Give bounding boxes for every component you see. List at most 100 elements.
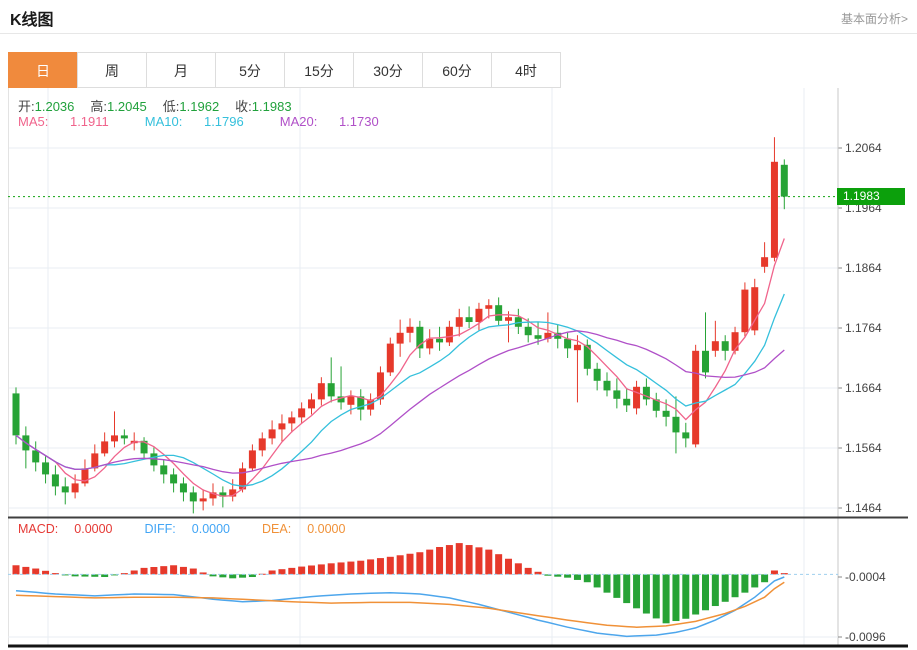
tab-月[interactable]: 月 — [146, 52, 216, 88]
ohlc-readout: 开:1.2036 高:1.2045 低:1.1962 收:1.1983 — [18, 96, 308, 115]
macd-hist-bar — [317, 564, 325, 575]
macd-hist-bar — [485, 549, 493, 575]
macd-hist-bar — [189, 568, 197, 575]
candle-body — [455, 317, 463, 327]
candle-body — [219, 492, 227, 497]
candle-body — [337, 396, 345, 403]
candle-body — [347, 396, 355, 405]
candle-body — [662, 410, 670, 417]
macd-hist-bar — [160, 566, 168, 575]
macd-hist-bar — [32, 568, 40, 575]
candle-body — [160, 465, 168, 475]
open-value: 1.2036 — [34, 99, 75, 114]
tab-4时[interactable]: 4时 — [491, 52, 561, 88]
high-value: 1.2045 — [107, 99, 147, 114]
diff-line — [15, 576, 785, 638]
candle-body — [367, 399, 375, 410]
macd-hist-bar — [308, 565, 315, 575]
close-label: 收: — [235, 99, 252, 114]
macd-hist-bar — [573, 574, 581, 580]
macd-hist-bar — [288, 567, 296, 575]
diff-value: DIFF: 0.0000 — [144, 522, 230, 536]
candle-body — [652, 399, 660, 411]
tab-30分[interactable]: 30分 — [353, 52, 423, 88]
macd-hist-bar — [603, 574, 611, 593]
candle-body — [485, 305, 493, 309]
page-title: K线图 — [10, 12, 54, 29]
y-axis-label: 1.1664 — [845, 381, 882, 395]
y-axis-label: 1.1464 — [845, 501, 882, 515]
macd-hist-bar — [564, 574, 572, 578]
macd-hist-bar — [593, 574, 601, 588]
candle-body — [111, 435, 118, 442]
macd-hist-bar — [120, 573, 128, 575]
macd-hist-bar — [692, 574, 700, 615]
macd-hist-bar — [583, 574, 591, 583]
macd-hist-bar — [475, 547, 483, 575]
candle-body — [81, 468, 89, 484]
header-divider — [0, 33, 917, 34]
macd-hist-bar — [495, 554, 503, 575]
macd-hist-bar — [780, 573, 788, 575]
macd-axis-label: -0.0004 — [845, 570, 886, 584]
candle-body — [179, 483, 187, 493]
macd-hist-bar — [219, 574, 227, 578]
tab-日[interactable]: 日 — [8, 52, 78, 88]
tab-周[interactable]: 周 — [77, 52, 147, 88]
low-label: 低: — [162, 99, 180, 114]
tab-5分[interactable]: 5分 — [215, 52, 285, 88]
candle-body — [278, 423, 286, 430]
candle-body — [780, 164, 788, 197]
candle-body — [426, 338, 434, 349]
candle-body — [239, 468, 247, 490]
candle-body — [702, 350, 709, 373]
macd-hist-bar — [327, 563, 335, 575]
macd-hist-bar — [426, 549, 434, 575]
macd-hist-bar — [12, 565, 20, 575]
macd-hist-bar — [42, 570, 50, 575]
candle-body — [475, 308, 483, 322]
ma10-value: MA10: 1.1796 — [144, 114, 244, 129]
candle-body — [298, 408, 306, 418]
candle-body — [101, 441, 109, 454]
macd-hist-bar — [436, 547, 444, 575]
candle-body — [396, 332, 404, 344]
current-price-tag: 1.1983 — [837, 188, 905, 205]
candle-body — [721, 341, 729, 351]
fundamental-analysis-link[interactable]: 基本面分析> — [840, 12, 908, 26]
candle-body — [120, 435, 128, 439]
tab-15分[interactable]: 15分 — [284, 52, 354, 88]
macd-hist-bar — [51, 573, 59, 575]
macd-hist-bar — [642, 574, 650, 614]
low-value: 1.1962 — [179, 99, 220, 114]
macd-hist-bar — [396, 555, 404, 575]
macd-hist-bar — [347, 561, 355, 575]
macd-hist-bar — [633, 574, 641, 609]
candle-body — [445, 326, 453, 343]
candle-body — [672, 416, 680, 433]
candle-body — [692, 350, 700, 445]
candle-body — [436, 338, 444, 343]
y-axis-label: 1.1564 — [845, 441, 882, 455]
ma5-value: MA5: 1.1911 — [18, 114, 109, 129]
tab-60分[interactable]: 60分 — [422, 52, 492, 88]
candle-body — [317, 383, 325, 400]
macd-hist-bar — [337, 562, 345, 575]
macd-hist-bar — [268, 570, 276, 575]
candle-body — [682, 432, 690, 439]
candle-body — [642, 386, 650, 400]
macd-hist-bar — [505, 558, 512, 575]
macd-hist-bar — [209, 574, 217, 577]
candle-body — [376, 372, 384, 400]
candle-body — [12, 393, 20, 436]
candle-body — [593, 368, 601, 381]
ma-readout: MA5: 1.1911 MA10: 1.1796 MA20: 1.1730 — [18, 114, 415, 129]
candle-body — [248, 450, 256, 469]
macd-hist-bar — [406, 553, 414, 575]
macd-hist-bar — [613, 574, 621, 598]
candle-body — [268, 429, 276, 439]
candle-body — [613, 390, 621, 399]
candle-body — [357, 396, 365, 410]
